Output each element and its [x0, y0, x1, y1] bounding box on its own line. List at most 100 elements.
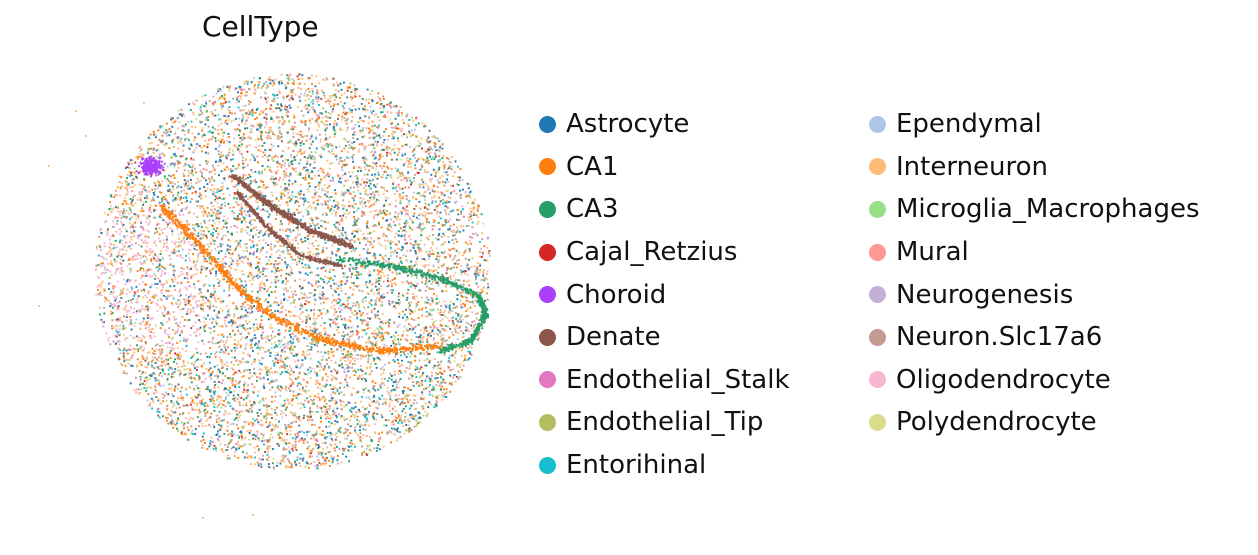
scatter-point: [346, 117, 349, 120]
scatter-point: [372, 202, 375, 205]
scatter-point: [146, 197, 149, 200]
scatter-point: [453, 374, 456, 376]
scatter-point: [128, 161, 131, 164]
scatter-point: [414, 394, 417, 397]
scatter-point: [315, 373, 318, 376]
scatter-point: [437, 221, 440, 224]
scatter-point: [282, 458, 285, 460]
scatter-point: [302, 193, 305, 196]
scatter-point: [458, 376, 461, 378]
scatter-point: [213, 284, 215, 287]
scatter-point: [300, 402, 303, 405]
scatter-point: [352, 191, 355, 193]
scatter-point: [143, 383, 146, 386]
scatter-point: [174, 368, 177, 370]
scatter-point: [359, 202, 362, 205]
scatter-point: [218, 381, 220, 383]
scatter-point: [143, 288, 145, 291]
scatter-point: [331, 351, 334, 354]
scatter-point: [302, 203, 305, 206]
scatter-point: [298, 192, 301, 194]
scatter-point: [171, 240, 174, 243]
scatter-point: [261, 396, 264, 399]
scatter-point: [135, 218, 138, 221]
scatter-point: [143, 347, 146, 350]
scatter-point: [249, 239, 251, 241]
scatter-point: [459, 176, 461, 179]
scatter-point: [312, 447, 315, 450]
scatter-point: [341, 115, 344, 118]
scatter-point: [294, 412, 297, 415]
scatter-point: [223, 266, 226, 268]
scatter-point: [315, 98, 318, 101]
scatter-point: [299, 130, 302, 133]
scatter-point: [291, 399, 294, 402]
scatter-point: [313, 312, 315, 315]
scatter-point: [343, 368, 346, 371]
scatter-point: [214, 290, 216, 293]
scatter-point: [260, 248, 263, 251]
scatter-point: [193, 149, 196, 152]
scatter-point: [292, 398, 294, 401]
scatter-point: [364, 421, 367, 424]
scatter-point: [302, 258, 304, 261]
scatter-point: [164, 342, 167, 345]
scatter-point: [225, 325, 228, 328]
scatter-point: [210, 209, 212, 211]
scatter-point: [387, 197, 390, 200]
scatter-point: [239, 239, 242, 242]
scatter-point: [377, 92, 380, 95]
scatter-point: [149, 403, 152, 406]
scatter-point: [415, 243, 418, 245]
scatter-point: [260, 432, 263, 435]
scatter-point: [339, 127, 342, 130]
scatter-point: [383, 204, 385, 207]
scatter-point: [307, 314, 310, 316]
scatter-point: [231, 356, 234, 359]
scatter-point: [257, 352, 259, 355]
scatter-point: [460, 265, 463, 267]
scatter-point: [447, 181, 450, 183]
scatter-point: [449, 218, 452, 221]
scatter-point: [111, 306, 114, 309]
scatter-point: [260, 334, 263, 337]
scatter-point: [351, 353, 354, 356]
scatter-point: [209, 241, 212, 244]
scatter-point: [136, 157, 139, 160]
scatter-point: [245, 390, 248, 393]
scatter-point: [253, 209, 256, 212]
scatter-point: [311, 106, 314, 108]
scatter-point: [239, 317, 242, 320]
scatter-point: [144, 189, 147, 192]
scatter-point: [217, 297, 219, 300]
scatter-point: [147, 361, 150, 364]
scatter-point: [357, 368, 360, 371]
scatter-point: [352, 333, 355, 336]
scatter-point: [124, 227, 127, 230]
scatter-point: [201, 205, 203, 208]
scatter-point: [272, 336, 275, 339]
scatter-point: [324, 413, 327, 416]
scatter-point: [142, 153, 145, 156]
scatter-point: [288, 75, 290, 78]
scatter-point: [342, 331, 345, 334]
scatter-point: [280, 302, 283, 304]
scatter-point: [359, 432, 362, 435]
scatter-point: [171, 125, 174, 128]
scatter-point: [482, 274, 485, 277]
scatter-point: [145, 200, 148, 203]
scatter-point: [405, 327, 408, 330]
scatter-point: [286, 273, 289, 276]
scatter-point: [316, 396, 318, 399]
scatter-point: [359, 229, 362, 232]
scatter-point: [391, 133, 394, 136]
scatter-point: [157, 408, 160, 410]
scatter-point: [176, 194, 179, 197]
scatter-point: [416, 257, 419, 260]
scatter-point: [116, 332, 119, 335]
scatter-point: [354, 195, 356, 198]
scatter-point: [179, 351, 181, 354]
scatter-point: [446, 190, 449, 193]
scatter-point: [343, 393, 346, 396]
scatter-point: [237, 457, 240, 459]
